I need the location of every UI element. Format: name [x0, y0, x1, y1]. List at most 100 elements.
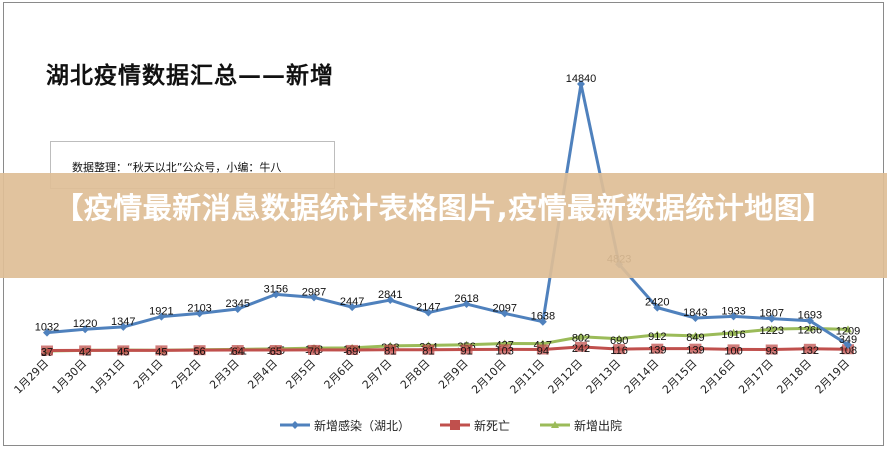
data-point	[691, 314, 700, 323]
legend-label: 新增感染（湖北）	[314, 418, 411, 433]
data-label: 116	[610, 345, 628, 357]
data-point	[308, 344, 320, 355]
data-point	[460, 344, 473, 355]
data-point	[653, 303, 662, 312]
data-point	[117, 345, 130, 356]
data-point	[462, 300, 471, 309]
data-point	[767, 314, 776, 323]
legend-item: 新死亡	[440, 417, 510, 434]
data-point	[727, 344, 740, 355]
data-point	[233, 304, 242, 313]
overlay-banner: 【疫情最新消息数据统计表格图片,疫情最新数据统计地图】	[0, 173, 887, 278]
x-axis-label: 2月10日	[469, 357, 509, 397]
x-axis-label: 2月2日	[169, 357, 204, 392]
data-point	[538, 317, 547, 326]
data-point	[310, 293, 318, 302]
data-label: 1807	[759, 308, 783, 320]
x-axis-label: 2月13日	[584, 357, 624, 397]
data-point	[844, 340, 852, 349]
x-axis-label: 2月11日	[507, 357, 547, 397]
data-label: 139	[648, 345, 666, 357]
data-point	[689, 343, 702, 354]
series-0: 1032 1220 1347 1921 2103 2345 3156 2987 2447 2841…	[35, 73, 857, 349]
x-axis-label: 1月31日	[88, 357, 128, 397]
x-axis-label: 2月3日	[207, 357, 242, 392]
chart-legend: 新增感染（湖北） 新死亡 新增出院	[280, 415, 622, 435]
data-point	[615, 334, 624, 342]
data-label: 1266	[798, 324, 822, 336]
data-point	[729, 328, 738, 336]
data-point	[195, 309, 204, 318]
data-label: 37	[41, 347, 53, 359]
data-point	[613, 344, 626, 355]
data-point	[767, 325, 776, 333]
data-point	[575, 341, 587, 352]
data-point	[193, 345, 206, 356]
x-axis-label: 1月30日	[50, 357, 90, 397]
x-axis-label: 2月1日	[131, 357, 166, 392]
data-label: 690	[610, 335, 628, 347]
data-point	[346, 344, 359, 355]
data-label: 1347	[111, 316, 135, 328]
data-label: 2447	[340, 296, 364, 308]
data-label: 1209	[836, 325, 860, 337]
x-axis-label: 2月4日	[245, 357, 280, 392]
x-axis-label: 2月6日	[322, 357, 357, 392]
legend-label: 新死亡	[474, 418, 511, 433]
data-label: 139	[686, 345, 704, 357]
data-point	[422, 344, 435, 355]
x-axis-label: 2月15日	[660, 357, 700, 397]
data-point	[653, 330, 662, 338]
data-point	[231, 345, 244, 356]
data-point	[500, 309, 509, 318]
data-label: 1638	[531, 311, 555, 323]
data-point	[842, 344, 854, 355]
data-point	[81, 325, 90, 334]
data-point	[155, 345, 168, 356]
data-point	[765, 344, 778, 355]
data-label: 93	[766, 346, 778, 358]
data-label: 1693	[798, 310, 822, 322]
data-point	[805, 324, 814, 332]
data-label: 108	[839, 345, 857, 357]
data-label: 1223	[759, 325, 783, 337]
data-point	[348, 303, 357, 312]
data-point	[79, 345, 92, 356]
data-label: 1933	[721, 305, 745, 317]
data-label: 1032	[35, 322, 59, 334]
data-point	[386, 296, 395, 305]
data-label: 81	[384, 346, 396, 358]
data-label: 2618	[454, 293, 478, 305]
data-label: 45	[117, 346, 129, 358]
data-point	[269, 345, 282, 356]
legend-item: 新增感染（湖北）	[280, 417, 410, 434]
data-label: 2097	[492, 302, 516, 314]
data-label: 1921	[149, 306, 173, 318]
data-label: 2103	[187, 302, 211, 314]
data-label: 14840	[566, 73, 597, 85]
data-point	[424, 308, 433, 317]
data-label: 802	[572, 333, 590, 345]
data-label: 1016	[721, 329, 745, 341]
data-label: 1843	[683, 307, 707, 319]
data-point	[651, 343, 664, 354]
data-label: 42	[79, 346, 91, 358]
banner-text: 【疫情最新消息数据统计表格图片,疫情最新数据统计地图】	[54, 191, 833, 225]
data-label: 3156	[264, 283, 288, 295]
x-axis-label: 2月16日	[698, 357, 738, 397]
data-label: 2841	[378, 289, 402, 301]
data-point	[271, 290, 280, 299]
data-label: 2420	[645, 297, 669, 309]
x-axis-label: 2月12日	[546, 357, 586, 397]
data-label: 81	[422, 346, 434, 358]
data-label: 849	[686, 332, 704, 344]
data-point	[119, 322, 128, 331]
diamond-marker-icon	[280, 421, 310, 429]
data-point	[844, 325, 852, 333]
data-point	[43, 328, 51, 337]
data-label: 100	[724, 345, 742, 357]
data-label: 65	[270, 346, 282, 358]
x-axis-label: 2月5日	[283, 357, 318, 392]
legend-label: 新增出院	[574, 418, 623, 433]
data-point	[577, 80, 585, 89]
